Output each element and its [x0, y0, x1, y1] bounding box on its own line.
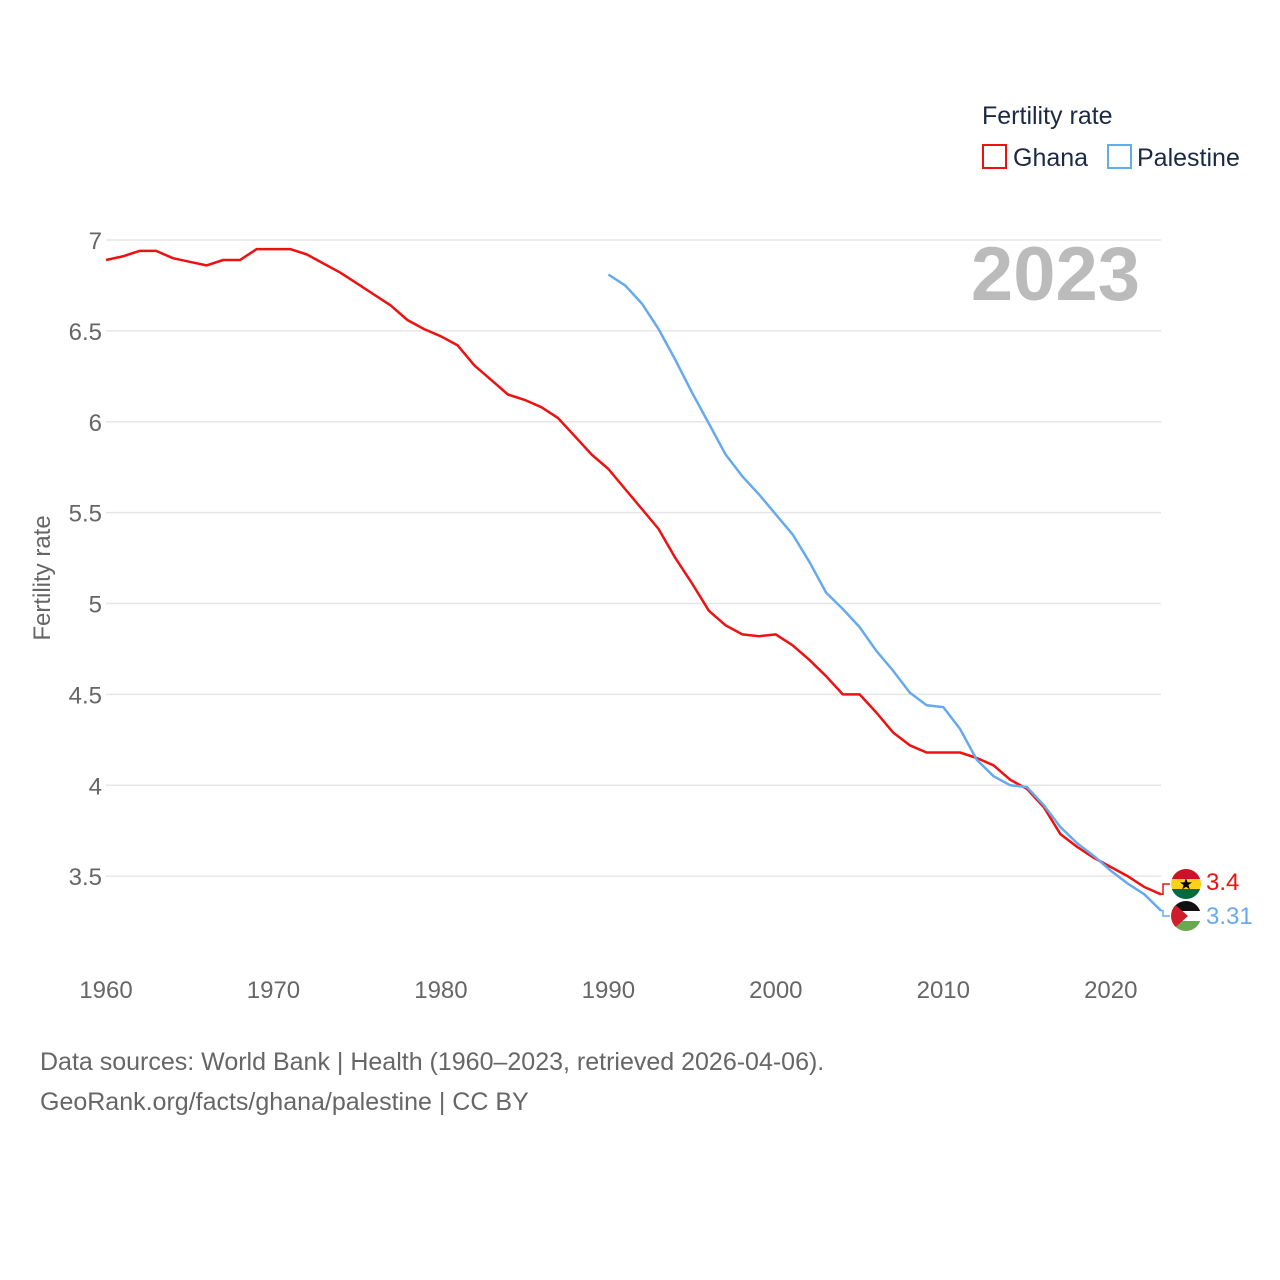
x-tick-label: 2020 [1084, 977, 1137, 1004]
ghana-flag-icon [1171, 869, 1201, 899]
x-tick-label: 1980 [414, 977, 467, 1004]
series-line-ghana[interactable] [105, 247, 1162, 896]
y-axis-ticks: 3.5 4 4.5 5 5.5 6 6.5 7 [69, 228, 102, 891]
gridlines [106, 239, 1161, 877]
year-watermark: 2023 [971, 232, 1140, 317]
connector-palestine [1161, 909, 1170, 917]
palestine-flag-icon [1171, 901, 1201, 931]
series-lines [105, 247, 1162, 912]
y-axis-label: Fertility rate [29, 515, 56, 640]
y-tick-label: 5 [89, 592, 102, 619]
end-label-palestine: 3.31 [1206, 903, 1253, 930]
end-label-ghana: 3.4 [1206, 869, 1239, 896]
legend-label-palestine: Palestine [1137, 144, 1240, 172]
legend-item-palestine[interactable]: Palestine [1107, 144, 1240, 172]
y-tick-label: 4.5 [69, 682, 102, 709]
data-sources-text: Data sources: World Bank | Health (1960–… [40, 1048, 825, 1076]
y-tick-label: 6.5 [69, 319, 102, 346]
x-tick-label: 1970 [247, 977, 300, 1004]
legend-item-ghana[interactable]: Ghana [982, 144, 1088, 172]
y-tick-label: 7 [89, 228, 102, 255]
x-tick-label: 2010 [917, 977, 970, 1004]
attribution-link[interactable]: GeoRank.org/facts/ghana/palestine | CC B… [40, 1088, 529, 1116]
legend-label-ghana: Ghana [1013, 144, 1088, 172]
y-tick-label: 4 [89, 773, 102, 800]
x-tick-label: 1960 [79, 977, 132, 1004]
x-tick-label: 2000 [749, 977, 802, 1004]
y-tick-label: 3.5 [69, 864, 102, 891]
legend-title: Fertility rate [982, 102, 1113, 130]
y-tick-label: 5.5 [69, 501, 102, 528]
y-tick-label: 6 [89, 410, 102, 437]
x-axis-ticks: 1960 1970 1980 1990 2000 2010 2020 [79, 977, 1137, 1004]
legend-swatch-ghana [982, 144, 1007, 169]
legend-swatch-palestine [1107, 144, 1132, 169]
series-line-palestine[interactable] [607, 273, 1162, 912]
connector-ghana [1161, 883, 1170, 896]
chart-footer: Data sources: World Bank | Health (1960–… [40, 1042, 824, 1122]
x-tick-label: 1990 [582, 977, 635, 1004]
